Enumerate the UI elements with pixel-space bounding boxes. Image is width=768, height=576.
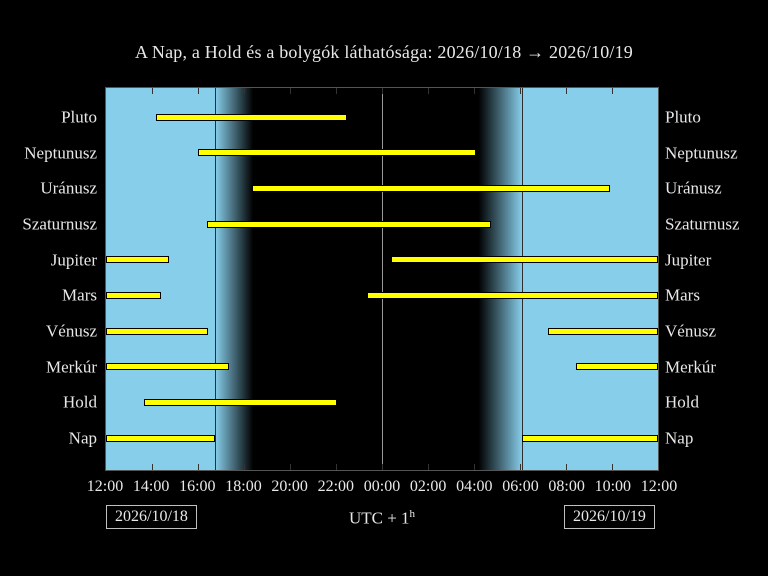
axis-tick — [198, 88, 199, 94]
row-label-pluto: Pluto — [61, 107, 97, 127]
row-label-merkur: Merkúr — [665, 357, 716, 377]
row-label-hold: Hold — [665, 392, 699, 412]
visibility-bar-uranusz-0 — [252, 184, 610, 192]
x-tick-label-3: 18:00 — [225, 478, 262, 495]
visibility-bar-hold-0 — [143, 398, 338, 406]
row-label-szaturnusz: Szaturnusz — [22, 214, 97, 234]
x-axis-labels: 12:00 14:00 16:00 18:00 20:00 22:00 00:00 02:00… — [0, 478, 768, 498]
x-tick-label-2: 16:00 — [179, 478, 216, 495]
row-label-jupiter: Jupiter — [665, 250, 712, 270]
visibility-bar-merkur-0 — [106, 363, 230, 371]
plot-area — [105, 87, 659, 471]
row-label-neptunusz: Neptunusz — [24, 143, 97, 163]
x-tick-label-11: 10:00 — [594, 478, 632, 495]
visibility-bar-jupiter-1 — [391, 256, 658, 264]
x-tick-label-10: 08:00 — [548, 478, 585, 495]
row-label-szaturnusz: Szaturnusz — [665, 214, 740, 234]
sunset-line — [215, 88, 217, 470]
axis-tick — [244, 464, 245, 470]
axis-tick — [474, 88, 475, 94]
axis-tick — [289, 88, 291, 94]
visibility-bar-nap-0 — [106, 434, 216, 442]
axis-tick — [612, 464, 613, 470]
axis-tick — [565, 464, 567, 470]
timezone-superscript: h — [409, 508, 416, 520]
y-axis-labels-left: Pluto Neptunusz Uránusz Szaturnusz Jupiter Ma… — [0, 87, 97, 471]
sunrise-line — [522, 88, 524, 470]
midnight-line — [382, 88, 383, 470]
row-label-pluto: Pluto — [665, 107, 701, 127]
date-box-start: 2026/10/18 — [106, 505, 197, 529]
timezone-text: UTC + 1 — [348, 508, 410, 528]
axis-tick — [289, 464, 291, 470]
axis-tick — [151, 88, 153, 94]
row-label-nap: Nap — [68, 428, 97, 448]
row-label-mars: Mars — [62, 285, 97, 305]
visibility-bar-mars-1 — [367, 291, 658, 299]
axis-tick — [612, 88, 613, 94]
axis-tick — [336, 464, 337, 470]
axis-tick — [565, 88, 567, 94]
date-box-end: 2026/10/19 — [564, 505, 655, 529]
x-tick-label-6: 00:00 — [363, 478, 401, 495]
x-tick-label-1: 14:00 — [132, 478, 170, 495]
axis-tick — [382, 88, 383, 94]
axis-tick — [474, 464, 475, 470]
row-label-jupiter: Jupiter — [50, 250, 97, 270]
axis-tick — [382, 464, 383, 470]
x-tick-label-12: 12:00 — [640, 478, 678, 495]
axis-tick — [336, 88, 337, 94]
visibility-bar-pluto-0 — [155, 113, 348, 121]
row-label-neptunusz: Neptunusz — [665, 143, 738, 163]
axis-tick — [151, 464, 153, 470]
x-tick-label-9: 06:00 — [502, 478, 539, 495]
x-tick-label-7: 02:00 — [409, 478, 447, 495]
visibility-bar-merkur-1 — [576, 363, 658, 371]
row-label-nap: Nap — [665, 428, 694, 448]
axis-tick — [198, 464, 199, 470]
row-label-uranusz: Uránusz — [40, 178, 97, 198]
row-label-venusz: Vénusz — [46, 321, 97, 341]
row-label-uranusz: Uránusz — [665, 178, 722, 198]
axis-tick — [244, 88, 245, 94]
row-label-hold: Hold — [63, 392, 97, 412]
timezone-label: UTC + 1h — [105, 508, 659, 529]
axis-tick — [520, 464, 521, 470]
visibility-bar-venusz-1 — [547, 327, 658, 335]
x-tick-label-4: 20:00 — [271, 478, 308, 495]
axis-tick — [520, 88, 521, 94]
row-label-mars: Mars — [665, 285, 700, 305]
row-label-merkur: Merkúr — [46, 357, 97, 377]
x-tick-label-8: 04:00 — [456, 478, 493, 495]
y-axis-labels-right: Pluto Neptunusz Uránusz Szaturnusz Jupiter Ma… — [665, 87, 768, 471]
visibility-bar-nap-1 — [522, 434, 658, 442]
visibility-bar-jupiter-0 — [106, 256, 170, 264]
chart-title: A Nap, a Hold és a bolygók láthatósága: … — [134, 42, 634, 62]
row-label-venusz: Vénusz — [665, 321, 716, 341]
axis-tick — [427, 464, 429, 470]
visibility-bar-venusz-0 — [106, 327, 209, 335]
x-tick-label-5: 22:00 — [317, 478, 355, 495]
visibility-bar-szaturnusz-0 — [207, 220, 492, 228]
x-tick-label-0: 12:00 — [86, 478, 124, 495]
visibility-bar-neptunusz-0 — [198, 149, 477, 157]
visibility-bar-mars-0 — [106, 291, 162, 299]
axis-tick — [427, 88, 429, 94]
